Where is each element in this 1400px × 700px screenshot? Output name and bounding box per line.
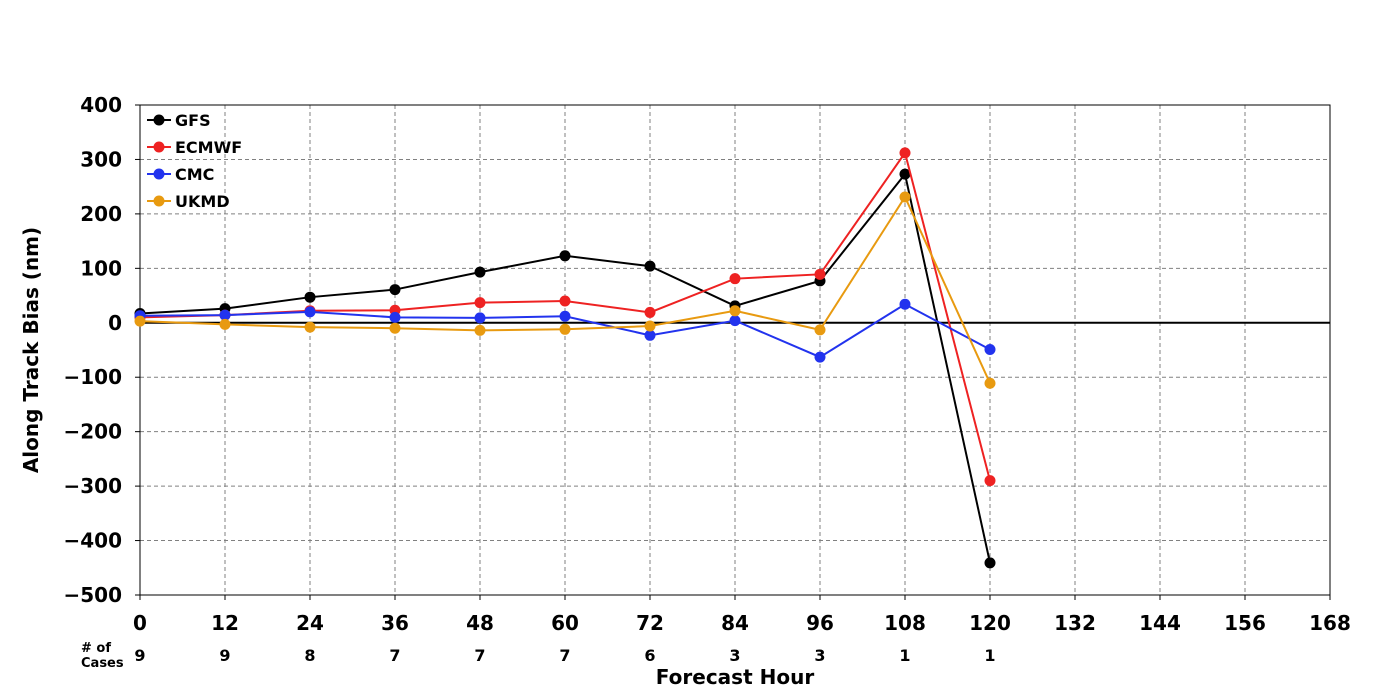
case-count: 1	[899, 646, 910, 665]
data-point-gfs	[304, 291, 316, 303]
y-tick-label: −200	[63, 420, 122, 444]
data-point-ukmd	[389, 322, 401, 334]
data-point-ukmd	[814, 324, 826, 336]
x-axis-title: Forecast Hour	[656, 665, 815, 689]
y-tick-label: −300	[63, 474, 122, 498]
data-point-ecmwf	[729, 273, 741, 285]
data-point-gfs	[984, 557, 996, 569]
x-tick-label: 108	[884, 611, 926, 635]
cases-label: # of Cases	[81, 641, 124, 671]
data-point-ukmd	[304, 321, 316, 333]
y-tick-label: 300	[80, 147, 122, 171]
case-count: 7	[474, 646, 485, 665]
data-point-ukmd	[984, 377, 996, 389]
data-point-cmc	[389, 311, 401, 323]
data-point-ukmd	[559, 323, 571, 335]
data-point-ecmwf	[899, 147, 911, 159]
y-tick-label: 0	[108, 311, 122, 335]
data-point-ecmwf	[814, 268, 826, 280]
data-point-gfs	[559, 250, 571, 262]
case-count: 7	[389, 646, 400, 665]
data-point-gfs	[389, 284, 401, 296]
case-count: 9	[219, 646, 230, 665]
x-tick-label: 96	[806, 611, 834, 635]
case-count: 6	[644, 646, 655, 665]
x-tick-label: 0	[133, 611, 147, 635]
data-point-ukmd	[134, 315, 146, 327]
data-point-gfs	[474, 266, 486, 278]
data-point-cmc	[304, 306, 316, 318]
legend-marker-ukmd	[153, 195, 165, 207]
x-tick-label: 72	[636, 611, 664, 635]
cases-label-line: Cases	[81, 656, 124, 671]
data-point-ukmd	[644, 320, 656, 332]
data-point-ecmwf	[644, 306, 656, 318]
data-point-gfs	[899, 168, 911, 180]
x-tick-label: 156	[1224, 611, 1266, 635]
series-layer	[134, 147, 996, 569]
case-count: 3	[814, 646, 825, 665]
case-count: 1	[984, 646, 995, 665]
data-point-ecmwf	[559, 295, 571, 307]
y-tick-label: −500	[63, 583, 122, 607]
x-tick-label: 168	[1309, 611, 1351, 635]
data-point-ukmd	[219, 318, 231, 330]
grid-layer	[140, 105, 1330, 595]
case-count: 3	[729, 646, 740, 665]
cases-label-line: # of	[81, 641, 111, 656]
data-point-cmc	[559, 310, 571, 322]
x-tick-label: 12	[211, 611, 239, 635]
data-point-ecmwf	[984, 475, 996, 487]
data-point-ukmd	[729, 305, 741, 317]
legend-marker-cmc	[153, 168, 165, 180]
y-tick-label: 400	[80, 93, 122, 117]
x-tick-label: 60	[551, 611, 579, 635]
data-point-gfs	[644, 260, 656, 272]
legend-marker-ecmwf	[153, 141, 165, 153]
x-tick-label: 144	[1139, 611, 1181, 635]
data-point-cmc	[729, 315, 741, 327]
data-point-ukmd	[899, 191, 911, 203]
data-point-cmc	[984, 343, 996, 355]
data-point-ecmwf	[474, 297, 486, 309]
data-point-ukmd	[474, 324, 486, 336]
y-tick-label: −400	[63, 529, 122, 553]
x-tick-label: 84	[721, 611, 749, 635]
data-point-cmc	[474, 312, 486, 324]
axes-layer	[135, 104, 1331, 600]
legend-label-gfs: GFS	[175, 111, 211, 130]
x-tick-label: 120	[969, 611, 1011, 635]
x-tick-label: 132	[1054, 611, 1096, 635]
data-point-cmc	[899, 298, 911, 310]
legend-marker-gfs	[153, 114, 165, 126]
legend-label-ecmwf: ECMWF	[175, 138, 242, 157]
case-count: 7	[559, 646, 570, 665]
data-point-cmc	[644, 329, 656, 341]
x-tick-label: 48	[466, 611, 494, 635]
legend: GFS ECMWF CMC UKMD	[147, 111, 242, 211]
data-point-cmc	[814, 351, 826, 363]
case-count: 8	[304, 646, 315, 665]
y-tick-label: 200	[80, 202, 122, 226]
x-tick-label: 36	[381, 611, 409, 635]
y-tick-label: −100	[63, 365, 122, 389]
case-count: 9	[134, 646, 145, 665]
y-axis-title: Along Track Bias (nm)	[19, 227, 43, 473]
legend-label-ukmd: UKMD	[175, 192, 230, 211]
data-point-cmc	[219, 309, 231, 321]
x-tick-label: 24	[296, 611, 324, 635]
legend-label-cmc: CMC	[175, 165, 214, 184]
y-tick-label: 100	[80, 256, 122, 280]
